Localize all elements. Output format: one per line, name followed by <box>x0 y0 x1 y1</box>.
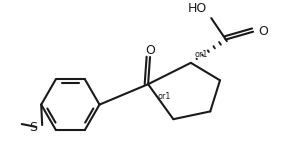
Text: S: S <box>29 121 37 134</box>
Text: or1: or1 <box>195 50 208 59</box>
Text: O: O <box>145 44 155 57</box>
Text: or1: or1 <box>158 92 171 101</box>
Text: O: O <box>258 25 268 38</box>
Text: HO: HO <box>188 2 207 15</box>
